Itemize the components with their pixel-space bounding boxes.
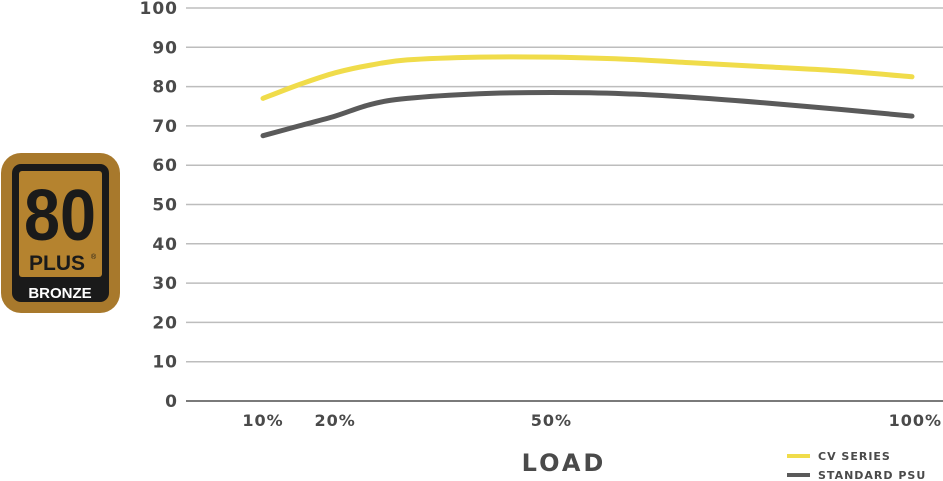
legend-label: CV SERIES [818,450,891,463]
x-axis-ticks: 10% 20% 50% 100% [242,411,942,430]
series-lines [260,54,915,139]
x-tick-label: 50% [531,411,572,430]
x-tick-label: 20% [314,411,355,430]
80-plus-bronze-badge: 80 PLUS ® BRONZE [1,153,120,313]
y-tick-label: 60 [152,156,178,176]
badge-number: 80 [24,176,96,256]
legend: CV SERIES STANDARD PSU [787,450,926,481]
series-line-cv-series [260,54,915,101]
y-tick-label: 80 [152,78,178,98]
y-tick-label: 10 [152,353,178,373]
y-tick-label: 0 [165,392,178,412]
badge-registered-mark: ® [91,253,97,261]
y-tick-label: 90 [152,38,178,58]
legend-label: STANDARD PSU [818,469,926,481]
badge-tier: BRONZE [28,285,91,302]
y-tick-label: 30 [152,274,178,294]
x-tick-label: 10% [242,411,283,430]
y-tick-label: 100 [140,0,179,19]
badge-gold-panel [19,171,102,277]
y-tick-label: 70 [152,117,178,137]
y-tick-label: 50 [152,196,178,216]
series-line-standard-psu [260,90,915,139]
y-tick-label: 40 [152,235,178,255]
grid [186,7,943,402]
y-axis-ticks: 0 10 20 30 40 50 60 70 80 90 100 [140,0,179,412]
x-tick-label: 100% [889,411,942,430]
y-tick-label: 20 [152,313,178,333]
badge-plus: PLUS [29,252,85,275]
x-axis-label: LOAD [522,449,607,477]
